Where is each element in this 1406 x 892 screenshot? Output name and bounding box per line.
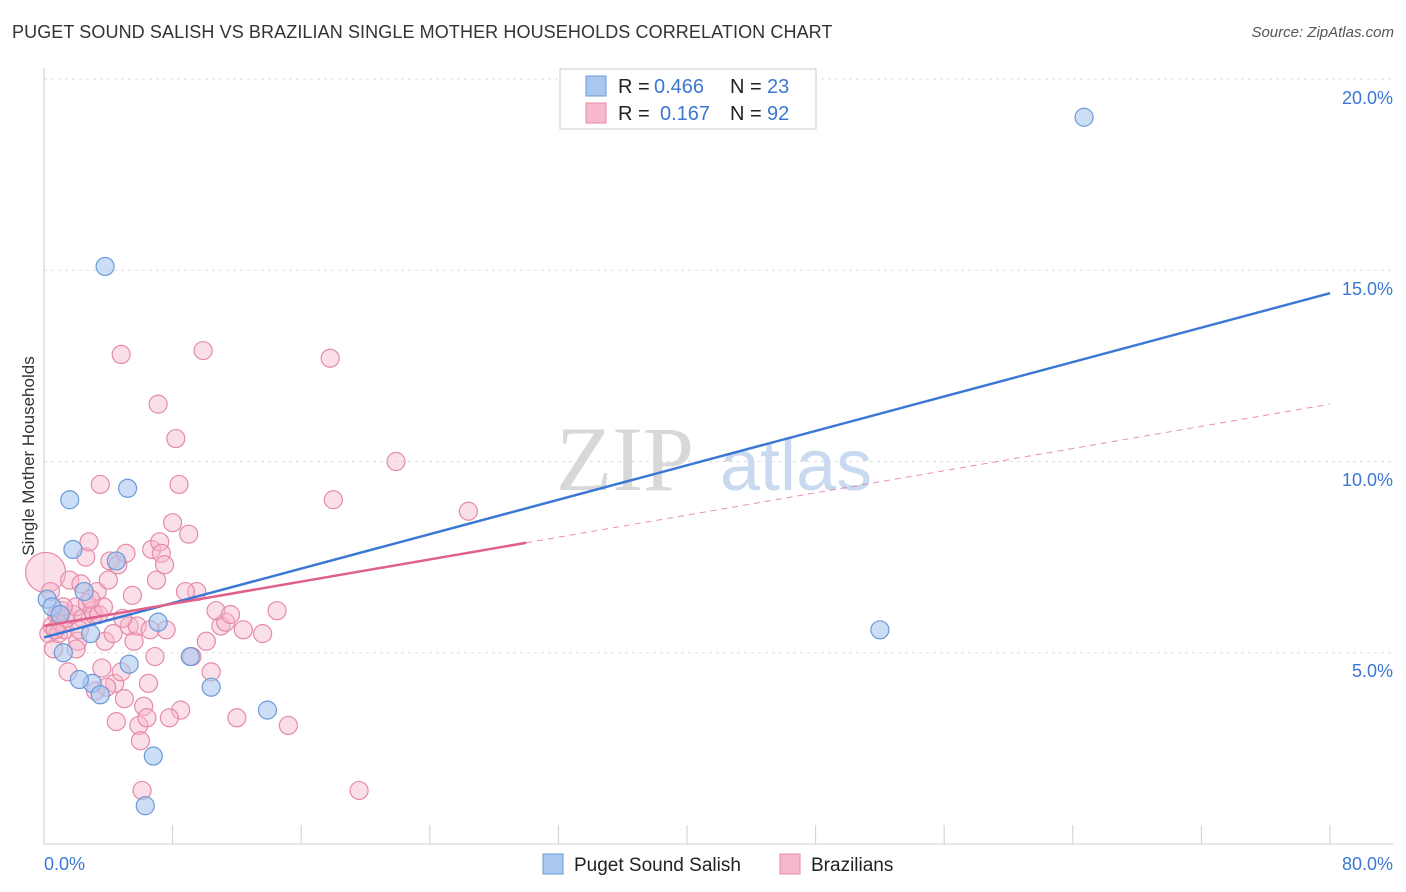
legend-r-label-1: R =	[618, 76, 650, 98]
brazilians-point	[220, 604, 241, 625]
brazilians-point	[90, 474, 110, 495]
correlation-legend: R = 0.466 N = 23 R = 0.167 N = 92	[559, 68, 817, 130]
brazilians-point	[196, 631, 216, 651]
brazilians-point	[111, 344, 131, 364]
puget-sound-salish-trend-line	[43, 291, 1331, 639]
brazilians-point	[206, 601, 226, 621]
puget-sound-salish-point	[60, 490, 80, 510]
brazilians-point	[137, 708, 157, 728]
brazilians-point	[163, 513, 183, 533]
brazilians-point	[142, 539, 162, 560]
gridlines	[44, 78, 1393, 654]
puget-sound-salish-points	[37, 107, 1094, 816]
legend-r-value-1: 0.466	[654, 76, 704, 98]
legend-n-label-2: N =	[730, 103, 762, 125]
bottom-legend-label-puget: Puget Sound Salish	[574, 855, 741, 876]
source-label: Source: ZipAtlas.com	[1251, 24, 1394, 41]
series-legend: Puget Sound Salish Brazilians	[542, 853, 893, 876]
brazilians-point	[92, 658, 112, 678]
brazilians-point	[179, 524, 199, 544]
axes	[43, 68, 1393, 845]
brazilians-point	[151, 543, 171, 563]
brazilians-point	[122, 585, 143, 605]
bottom-legend-swatch-blue	[542, 853, 564, 875]
legend-n-label-1: N =	[730, 76, 762, 98]
brazilians-point	[233, 620, 253, 640]
brazilians-point	[320, 348, 340, 368]
legend-n-value-1: 23	[767, 76, 789, 98]
trend-lines	[43, 291, 1331, 639]
x-tick-label-max: 80.0%	[1342, 854, 1393, 874]
brazilians-point	[193, 340, 213, 361]
y-tick-label-5: 5.0%	[1352, 661, 1393, 681]
bottom-legend-label-brazilians: Brazilians	[811, 855, 893, 876]
puget-sound-salish-point	[257, 700, 278, 720]
brazilians-point	[386, 451, 406, 472]
legend-n-value-2: 92	[767, 103, 789, 125]
brazilians-trend-line-dashed	[526, 403, 1331, 544]
brazilians-point	[267, 601, 287, 621]
puget-sound-salish-point	[148, 612, 168, 632]
chart-title: PUGET SOUND SALISH VS BRAZILIAN SINGLE M…	[12, 22, 833, 42]
puget-sound-salish-point	[135, 796, 155, 816]
puget-sound-salish-point	[201, 677, 221, 697]
puget-sound-salish-point	[106, 551, 126, 571]
puget-sound-salish-point	[69, 669, 89, 690]
brazilians-points	[25, 340, 478, 801]
puget-sound-salish-point	[95, 256, 115, 277]
legend-swatch-blue	[585, 75, 607, 97]
puget-sound-salish-point	[143, 746, 163, 766]
brazilians-point	[169, 474, 189, 495]
brazilians-point	[103, 624, 123, 644]
brazilians-point	[138, 673, 159, 693]
bottom-legend-swatch-pink	[779, 853, 801, 875]
brazilians-point	[106, 711, 126, 732]
puget-sound-salish-point	[119, 654, 139, 674]
puget-sound-salish-point	[63, 539, 83, 560]
brazilians-point	[171, 700, 191, 720]
brazilians-point	[166, 428, 186, 449]
brazilians-point	[146, 570, 167, 590]
brazilians-point	[129, 715, 149, 736]
brazilians-point	[60, 570, 80, 590]
puget-sound-salish-point	[117, 478, 138, 498]
puget-sound-salish-point	[180, 646, 200, 667]
brazilians-point	[323, 490, 343, 510]
brazilians-point	[154, 555, 175, 575]
legend-swatch-pink	[585, 102, 607, 124]
legend-r-value-2: 0.167	[660, 103, 710, 125]
legend-r-label-2: R =	[618, 103, 650, 125]
brazilians-point	[119, 616, 139, 636]
puget-sound-salish-point	[90, 685, 110, 705]
y-tick-label-10: 10.0%	[1342, 470, 1393, 490]
puget-sound-salish-point	[1074, 107, 1094, 127]
y-tick-label-15: 15.0%	[1342, 279, 1393, 299]
brazilians-point	[159, 708, 179, 728]
brazilians-point	[145, 646, 165, 667]
puget-sound-salish-point	[870, 620, 890, 640]
brazilians-point	[458, 501, 478, 521]
brazilians-trend-line-solid	[43, 541, 527, 628]
brazilians-point	[227, 708, 247, 728]
brazilians-point	[253, 624, 273, 644]
x-tick-label-min: 0.0%	[44, 854, 85, 874]
brazilians-point	[79, 532, 99, 552]
brazilians-point	[114, 689, 134, 709]
watermark-atlas: atlas	[720, 426, 872, 506]
y-axis-label: Single Mother Households	[19, 356, 38, 555]
puget-sound-salish-point	[50, 604, 70, 625]
brazilians-point	[124, 631, 144, 651]
puget-sound-salish-point	[74, 581, 94, 602]
brazilians-point	[130, 731, 151, 751]
puget-sound-salish-point	[53, 643, 73, 663]
brazilians-point	[278, 715, 298, 736]
y-tick-label-20: 20.0%	[1342, 88, 1393, 108]
brazilians-point	[98, 570, 118, 590]
brazilians-point	[349, 780, 369, 801]
brazilians-point	[134, 696, 154, 716]
brazilians-point	[148, 394, 168, 414]
